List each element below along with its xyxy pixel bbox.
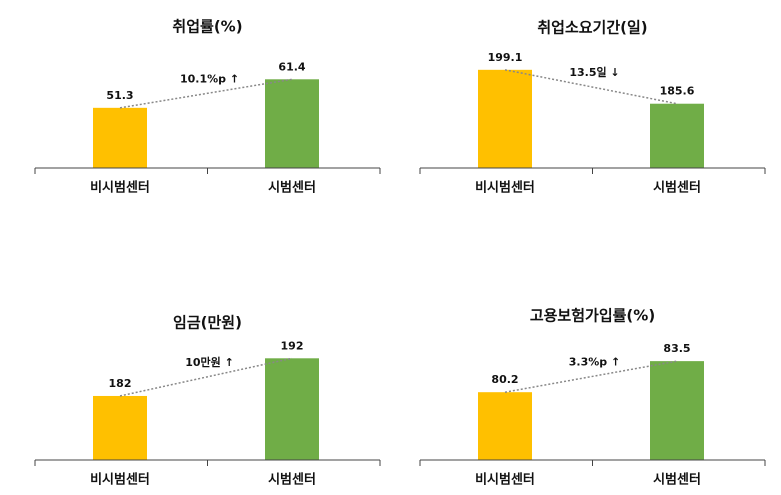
category-label: 시범센터 [653,180,701,196]
change-annotation: 10.1%p ↑ [180,73,239,86]
value-label: 61.4 [278,60,305,73]
value-label: 51.3 [106,89,133,102]
chart-title: 취업률(%) [172,18,242,36]
category-label: 비시범센터 [475,472,535,488]
category-label: 비시범센터 [90,472,150,488]
trend-line [504,69,678,105]
category-label: 비시범센터 [90,180,150,196]
bar [265,358,319,460]
change-annotation: 13.5일 ↓ [569,65,619,79]
trend-line [119,357,293,397]
change-annotation: 10만원 ↑ [185,355,234,369]
value-label: 185.6 [660,85,695,98]
value-label: 199.1 [488,51,523,64]
value-label: 80.2 [491,373,518,386]
bar [650,361,704,460]
value-label: 182 [109,377,132,390]
bar [265,79,319,168]
chart-title: 취업소요기간(일) [537,19,647,37]
category-label: 시범센터 [268,472,316,488]
trend-line [504,360,678,393]
chart-title: 임금(만원) [173,314,242,332]
change-annotation: 3.3%p ↑ [569,356,620,369]
trend-line [119,78,293,109]
value-label: 192 [281,339,304,352]
bar [478,392,532,460]
category-label: 시범센터 [653,472,701,488]
value-label: 83.5 [663,342,690,355]
bar [93,107,147,168]
category-label: 시범센터 [268,180,316,196]
bar [478,69,532,168]
category-label: 비시범센터 [475,180,535,196]
chart-title: 고용보험가입률(%) [530,307,655,325]
bar [93,395,147,460]
bar [650,103,704,168]
